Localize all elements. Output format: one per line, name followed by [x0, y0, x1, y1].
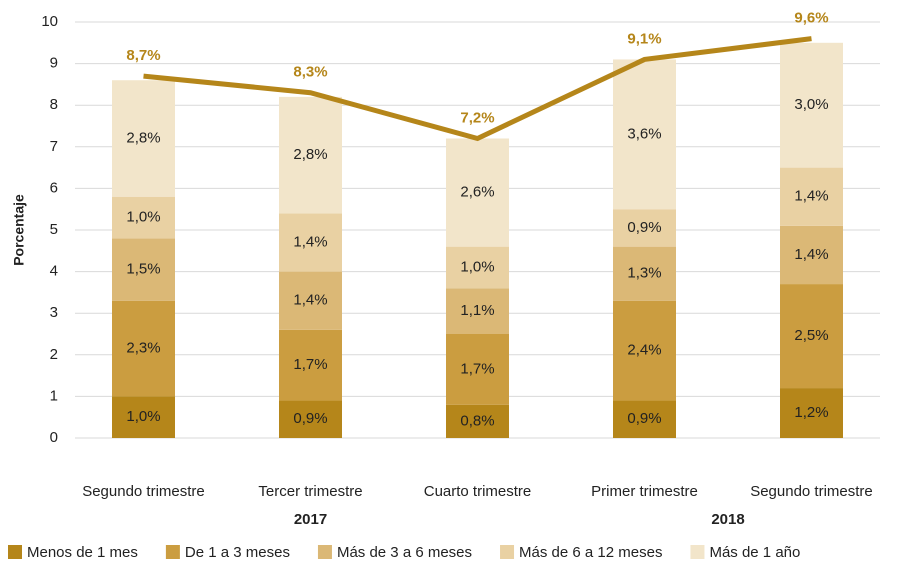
data-label: 2,3%	[126, 340, 160, 357]
x-tick-label: Primer trimestre	[591, 483, 698, 500]
legend-swatch	[500, 545, 515, 559]
data-label: 2,6%	[460, 184, 494, 201]
x-tick-label: Tercer trimestre	[258, 483, 362, 500]
data-label: 2,8%	[293, 146, 327, 163]
bar-segment	[780, 225, 843, 285]
data-label: 1,0%	[460, 258, 494, 275]
data-label: 0,9%	[627, 219, 661, 236]
data-label: 1,4%	[794, 246, 828, 263]
y-tick-label: 9	[50, 55, 58, 72]
data-label: 1,7%	[460, 360, 494, 377]
total-line	[143, 36, 812, 142]
bar-segment	[446, 138, 509, 247]
data-label: 0,9%	[627, 410, 661, 427]
y-tick-label: 8	[50, 96, 58, 113]
bar-segment	[613, 59, 676, 210]
bar-segment	[613, 400, 676, 438]
data-label: 2,5%	[794, 327, 828, 344]
data-label: 1,4%	[794, 188, 828, 205]
x-tick-label: Cuarto trimestre	[424, 483, 532, 500]
bar-segment	[613, 246, 676, 301]
y-tick-label: 6	[50, 179, 58, 196]
data-label: 1,0%	[126, 208, 160, 225]
y-axis-label: Porcentaje	[11, 194, 27, 266]
y-tick-label: 2	[50, 346, 58, 363]
bar-segment	[279, 96, 342, 214]
data-label: 0,9%	[293, 410, 327, 427]
bar-segment	[279, 329, 342, 401]
data-label: 3,0%	[794, 96, 828, 113]
y-tick-label: 1	[50, 387, 58, 404]
bar-segment	[446, 404, 509, 438]
data-label: 1,2%	[794, 404, 828, 421]
y-tick-label: 4	[50, 263, 58, 280]
line-label: 9,6%	[794, 10, 828, 27]
legend-label: Más de 3 a 6 meses	[337, 544, 472, 561]
bar-segment	[613, 209, 676, 247]
bar-segment	[279, 213, 342, 272]
data-label: 1,7%	[293, 356, 327, 373]
y-tick-label: 7	[50, 138, 58, 155]
data-label: 1,3%	[627, 265, 661, 282]
legend-label: Más de 1 año	[709, 544, 800, 561]
bar-segment	[780, 388, 843, 438]
legend-swatch	[317, 545, 332, 559]
data-label: 1,1%	[460, 302, 494, 319]
x-tick-label: Segundo trimestre	[750, 483, 873, 500]
y-tick-label: 0	[50, 429, 58, 446]
line-label: 9,1%	[627, 30, 661, 47]
bar-segment	[780, 284, 843, 389]
y-tick-label: 5	[50, 221, 58, 238]
bar-segment	[446, 246, 509, 289]
data-label: 3,6%	[627, 125, 661, 142]
bar-segment	[279, 271, 342, 330]
bar-segment	[112, 238, 175, 301]
data-label: 0,8%	[460, 412, 494, 429]
line-label: 8,7%	[126, 47, 160, 64]
x-tick-label: Segundo trimestre	[82, 483, 205, 500]
x-group-label: 2018	[711, 511, 744, 528]
data-label: 1,4%	[293, 233, 327, 250]
bar-segment	[446, 288, 509, 334]
data-label: 1,4%	[293, 292, 327, 309]
legend-label: Menos de 1 mes	[27, 544, 138, 561]
y-tick-label: 3	[50, 304, 58, 321]
data-label: 2,8%	[126, 129, 160, 146]
legend-label: De 1 a 3 meses	[185, 544, 290, 561]
bar-segment	[112, 80, 175, 197]
bar-segment	[780, 42, 843, 168]
legend-label: Más de 6 a 12 meses	[519, 544, 662, 561]
bar-segment	[780, 167, 843, 226]
x-group-label: 2017	[294, 511, 327, 528]
bar-segment	[446, 334, 509, 405]
line-label: 8,3%	[293, 64, 327, 81]
data-label: 1,5%	[126, 260, 160, 277]
legend-swatch	[8, 545, 22, 559]
line-label: 7,2%	[460, 109, 494, 126]
data-label: 1,0%	[126, 408, 160, 425]
y-tick-label: 10	[41, 13, 58, 30]
data-label: 2,4%	[627, 342, 661, 359]
bar-segment	[613, 300, 676, 401]
legend-swatch	[165, 545, 180, 559]
bar-segment	[112, 396, 175, 438]
legend-swatch	[690, 545, 705, 559]
bar-segment	[279, 400, 342, 438]
bar-segment	[112, 300, 175, 397]
bar-segment	[112, 196, 175, 239]
